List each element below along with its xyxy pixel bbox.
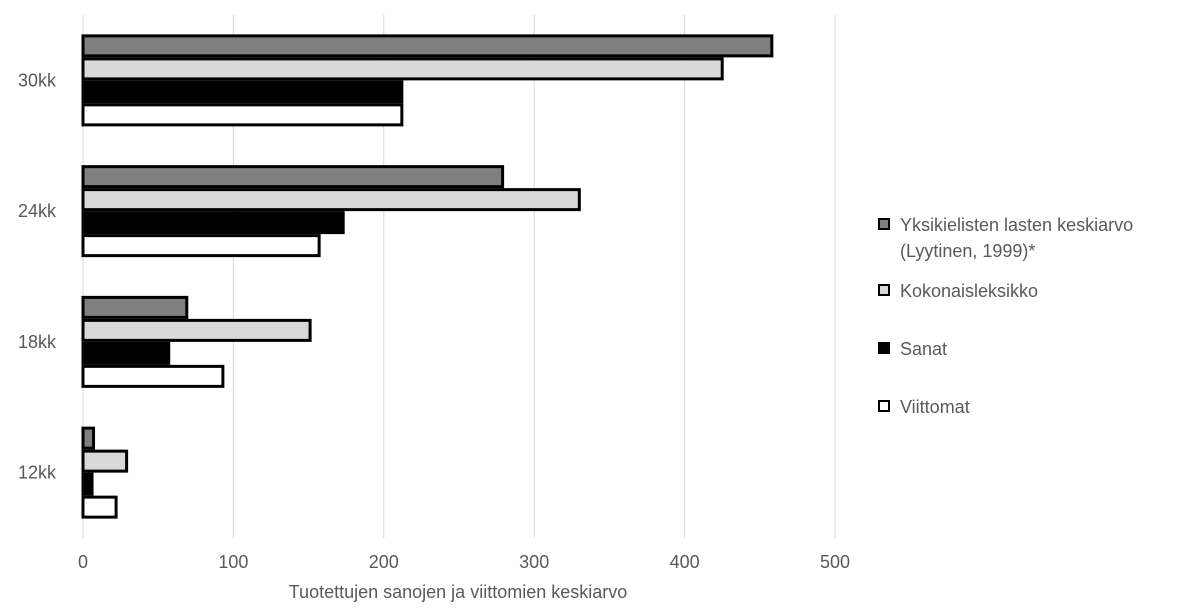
bar-24kk-series-4 — [81, 234, 321, 258]
x-tick-label: 300 — [519, 552, 549, 572]
bar-24kk-series-2 — [81, 188, 581, 212]
legend-item: Yksikielisten lasten keskiarvo (Lyytinen,… — [878, 212, 1198, 264]
bar-18kk-series-3 — [81, 341, 171, 365]
bar-24kk-series-3 — [81, 211, 345, 235]
bar-18kk-series-1 — [81, 295, 189, 319]
tick-labels: 0 100 200 300 400 500 12kk 18kk 24kk 30kk — [18, 70, 850, 572]
legend-label: (Lyytinen, 1999)* — [900, 241, 1036, 261]
legend-item: Sanat — [878, 336, 1198, 362]
legend-swatch — [878, 284, 890, 296]
legend-item: Kokonaisleksikko — [878, 278, 1198, 304]
bar-30kk-series-3 — [81, 80, 404, 104]
y-tick-label: 24kk — [18, 201, 57, 221]
legend-swatch — [878, 218, 890, 230]
bar-30kk-series-2 — [81, 57, 724, 81]
legend: Yksikielisten lasten keskiarvo (Lyytinen,… — [878, 212, 1198, 420]
bar-18kk-series-4 — [81, 364, 225, 388]
y-tick-label: 30kk — [18, 70, 57, 90]
bar-12kk-series-2 — [81, 449, 129, 473]
x-tick-label: 0 — [78, 552, 88, 572]
x-axis-title: Tuotettujen sanojen ja viittomien keskia… — [289, 582, 628, 602]
x-tick-label: 400 — [670, 552, 700, 572]
x-tick-label: 200 — [369, 552, 399, 572]
bar-30kk-series-4 — [81, 103, 404, 127]
bar-12kk-series-3 — [81, 472, 94, 496]
x-tick-label: 100 — [218, 552, 248, 572]
bars — [81, 34, 774, 519]
legend-item: Viittomat — [878, 394, 1198, 420]
legend-label: Sanat — [900, 339, 948, 359]
bar-30kk-series-1 — [81, 34, 774, 58]
x-tick-label: 500 — [820, 552, 850, 572]
bar-12kk-series-4 — [81, 495, 118, 519]
bar-12kk-series-1 — [81, 426, 96, 450]
legend-label: Viittomat — [900, 397, 970, 417]
legend-swatch — [878, 342, 890, 354]
y-tick-label: 12kk — [18, 463, 57, 483]
y-tick-label: 18kk — [18, 332, 57, 352]
legend-label: Kokonaisleksikko — [900, 281, 1039, 301]
bar-24kk-series-1 — [81, 165, 505, 189]
legend-label: Yksikielisten lasten keskiarvo — [900, 215, 1134, 235]
legend-swatch — [878, 400, 890, 412]
bar-18kk-series-2 — [81, 318, 312, 342]
